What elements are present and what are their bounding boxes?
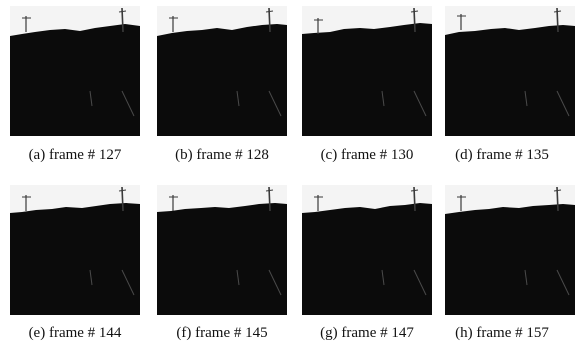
pole-crossbar	[265, 189, 274, 192]
road-edge	[556, 90, 570, 117]
caption-f: (f) frame # 145	[176, 325, 268, 341]
road-edge	[413, 269, 427, 296]
ground	[10, 24, 140, 136]
road-edge	[556, 269, 570, 296]
road-edge	[413, 90, 427, 117]
road-mark	[381, 90, 385, 107]
ground	[157, 24, 287, 136]
ground	[302, 203, 432, 315]
road-mark	[236, 269, 240, 286]
road-mark	[236, 90, 240, 107]
video-frame-a	[10, 6, 140, 136]
video-frame-e	[10, 185, 140, 315]
video-frame-b	[157, 6, 287, 136]
ground	[445, 25, 575, 136]
ground	[445, 204, 575, 315]
pole-crossbar	[410, 10, 419, 13]
pole-crossbar	[410, 189, 419, 192]
pole-crossbar	[553, 10, 562, 13]
caption-e: (e) frame # 144	[28, 325, 122, 341]
pole-crossbar	[118, 10, 127, 13]
road-mark	[89, 269, 93, 286]
ground	[157, 203, 287, 315]
road-mark	[381, 269, 385, 286]
pole-crossbar	[265, 10, 274, 13]
caption-b: (b) frame # 128	[175, 147, 269, 163]
caption-g: (g) frame # 147	[320, 325, 414, 341]
road-edge	[268, 269, 282, 296]
road-edge	[121, 90, 135, 117]
video-frame-g	[302, 185, 432, 315]
caption-c: (c) frame # 130	[320, 147, 414, 163]
road-mark	[524, 90, 528, 107]
caption-a: (a) frame # 127	[28, 147, 122, 163]
ground	[302, 23, 432, 136]
pole-crossbar	[553, 189, 562, 192]
caption-h: (h) frame # 157	[455, 325, 549, 341]
caption-d: (d) frame # 135	[455, 147, 549, 163]
video-frame-d	[445, 6, 575, 136]
pole-crossbar	[118, 189, 127, 192]
road-edge	[268, 90, 282, 117]
video-frame-h	[445, 185, 575, 315]
road-mark	[524, 269, 528, 286]
video-frame-f	[157, 185, 287, 315]
ground	[10, 203, 140, 315]
video-frame-c	[302, 6, 432, 136]
road-mark	[89, 90, 93, 107]
road-edge	[121, 269, 135, 296]
